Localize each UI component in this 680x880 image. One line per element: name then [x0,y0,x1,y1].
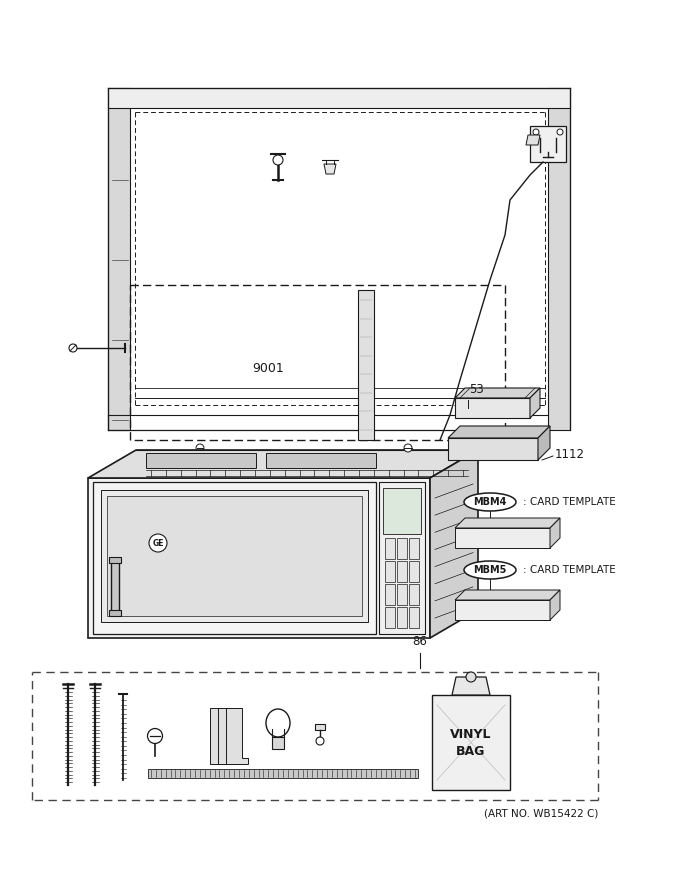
Polygon shape [448,426,550,438]
Ellipse shape [464,561,516,579]
Polygon shape [226,708,248,764]
Polygon shape [548,88,570,430]
Polygon shape [109,557,121,563]
Text: MBM5: MBM5 [473,565,507,575]
Polygon shape [379,482,425,634]
Polygon shape [107,496,362,616]
Polygon shape [455,388,540,398]
Text: (ART NO. WB15422 C): (ART NO. WB15422 C) [483,808,598,818]
Polygon shape [526,135,540,145]
Polygon shape [409,561,419,582]
Polygon shape [266,453,376,468]
Circle shape [533,129,539,135]
Text: 9001: 9001 [252,362,284,375]
Polygon shape [109,610,121,616]
Text: VINYL
BAG: VINYL BAG [450,728,492,758]
Circle shape [404,444,412,452]
Text: : CARD TEMPLATE: : CARD TEMPLATE [523,565,616,575]
Polygon shape [108,88,130,430]
Text: 86: 86 [413,635,428,648]
Polygon shape [101,490,368,622]
Polygon shape [409,584,419,605]
Polygon shape [409,607,419,628]
Polygon shape [93,482,376,634]
Bar [530,126,566,162]
Circle shape [196,444,204,452]
Polygon shape [383,488,421,534]
Polygon shape [550,590,560,620]
Polygon shape [432,695,510,790]
Polygon shape [108,88,570,108]
Polygon shape [88,450,478,478]
Polygon shape [430,450,478,638]
Polygon shape [385,584,395,605]
Polygon shape [397,607,407,628]
Circle shape [273,155,283,165]
Polygon shape [148,769,418,778]
Polygon shape [88,478,430,638]
Text: GE: GE [152,539,164,547]
Polygon shape [452,677,490,695]
Polygon shape [397,584,407,605]
Polygon shape [111,559,119,614]
Text: 53: 53 [469,383,483,396]
Polygon shape [409,538,419,559]
Polygon shape [538,426,550,460]
Circle shape [149,534,167,552]
Polygon shape [272,737,284,749]
Polygon shape [455,590,560,600]
Polygon shape [315,724,325,730]
Text: : CARD TEMPLATE: : CARD TEMPLATE [523,497,616,507]
Polygon shape [455,518,560,528]
Circle shape [466,672,476,682]
Polygon shape [448,438,538,460]
Polygon shape [385,538,395,559]
Polygon shape [210,708,232,764]
Polygon shape [455,398,530,418]
Polygon shape [530,388,540,418]
Circle shape [69,344,77,352]
Polygon shape [455,600,550,620]
Polygon shape [146,453,256,468]
Polygon shape [550,518,560,548]
Circle shape [148,729,163,744]
Polygon shape [218,708,240,764]
Text: MBM4: MBM4 [473,497,507,507]
Polygon shape [397,561,407,582]
Polygon shape [358,290,374,440]
Circle shape [557,129,563,135]
Polygon shape [397,538,407,559]
Polygon shape [455,528,550,548]
Circle shape [316,737,324,745]
Polygon shape [385,607,395,628]
Text: 1112: 1112 [555,448,585,460]
Ellipse shape [464,493,516,511]
Polygon shape [324,164,336,174]
Polygon shape [385,561,395,582]
